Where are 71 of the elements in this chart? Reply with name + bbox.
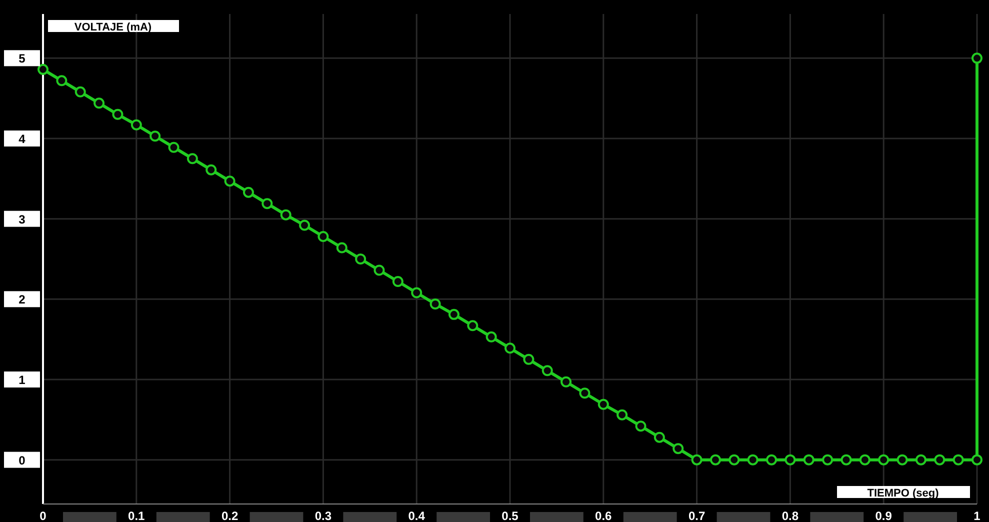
point xyxy=(56,75,68,86)
point xyxy=(130,119,142,130)
point xyxy=(186,153,198,164)
point xyxy=(430,298,441,310)
point xyxy=(915,454,926,466)
point xyxy=(952,454,964,466)
point xyxy=(150,130,161,142)
y-tick-label: 0 xyxy=(18,453,26,468)
point xyxy=(766,454,778,466)
y-axis-title: VOLTAJE (mA) xyxy=(74,22,152,34)
point xyxy=(616,409,628,420)
x-tick-label: 0.2 xyxy=(221,509,238,522)
point xyxy=(504,342,516,354)
y-tick-label: 2 xyxy=(18,292,26,307)
point xyxy=(728,454,740,466)
point xyxy=(94,98,105,109)
x-tick-label: 0.7 xyxy=(688,509,706,522)
point xyxy=(38,64,48,75)
x-tick-label: 0.5 xyxy=(502,509,519,522)
point xyxy=(822,454,834,466)
point xyxy=(224,176,236,187)
x-tick-label: 0.3 xyxy=(314,509,332,522)
point xyxy=(523,354,534,365)
point xyxy=(579,388,590,399)
point xyxy=(355,254,366,264)
point xyxy=(392,276,404,287)
point xyxy=(635,420,646,432)
point xyxy=(840,454,852,466)
point xyxy=(972,52,982,64)
point xyxy=(374,264,385,276)
x-tick-label: 1 xyxy=(974,509,981,522)
point xyxy=(467,320,478,332)
point xyxy=(242,186,254,198)
x-tick-label: 0 xyxy=(40,509,47,522)
x-tick-label: 0.8 xyxy=(782,509,799,522)
y-tick-label: 1 xyxy=(18,372,26,387)
point xyxy=(747,454,758,466)
point xyxy=(859,454,870,466)
x-tick-label: 0.1 xyxy=(128,509,146,522)
point xyxy=(336,242,348,254)
point xyxy=(542,365,553,376)
point xyxy=(878,454,890,466)
point xyxy=(206,164,217,176)
point xyxy=(972,454,982,466)
point xyxy=(560,376,572,388)
point xyxy=(74,86,86,98)
x-tick-label: 0.9 xyxy=(875,509,892,522)
point xyxy=(318,231,329,242)
point xyxy=(654,432,665,443)
x-axis-title: TIEMPO (seg) xyxy=(867,488,940,500)
point xyxy=(598,398,609,410)
y-tick-label: 4 xyxy=(18,132,26,146)
point xyxy=(691,454,702,466)
y-tick-label: 5 xyxy=(18,52,26,66)
point xyxy=(672,443,684,454)
point xyxy=(262,198,273,210)
point xyxy=(486,331,497,342)
x-tick-label: 0.6 xyxy=(595,509,612,522)
point xyxy=(112,108,124,120)
point xyxy=(896,454,908,466)
y-tick-label: 3 xyxy=(18,212,26,226)
point xyxy=(299,220,310,231)
point xyxy=(280,209,292,220)
point xyxy=(448,308,460,320)
x-tick-label: 0.4 xyxy=(408,509,426,522)
point xyxy=(784,454,796,466)
point xyxy=(803,454,814,466)
point xyxy=(710,454,721,466)
point xyxy=(411,287,422,298)
point xyxy=(934,454,946,466)
point xyxy=(168,142,180,153)
